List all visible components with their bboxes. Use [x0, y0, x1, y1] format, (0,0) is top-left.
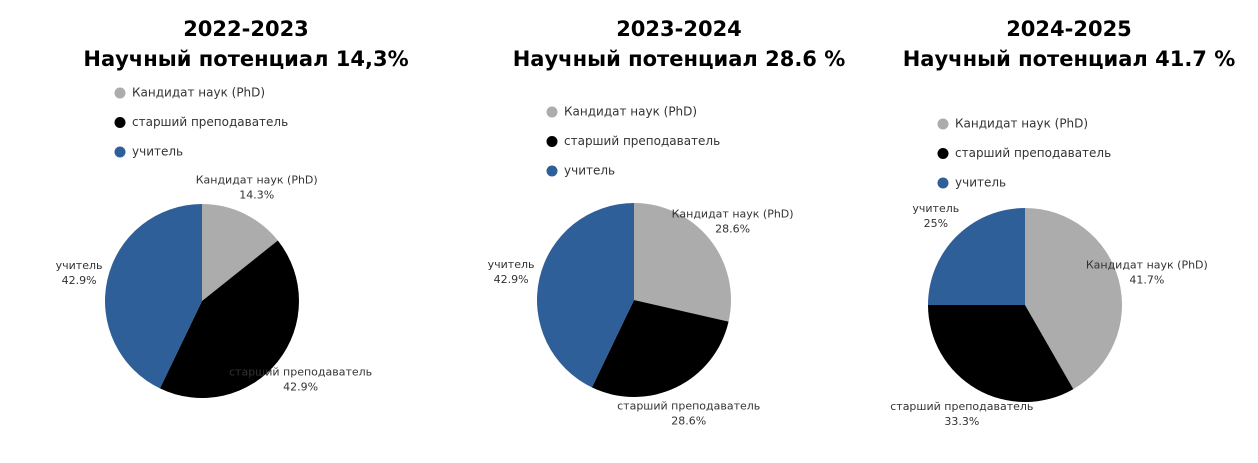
legend-label: Кандидат наук (PhD): [564, 105, 697, 119]
legend-label: старший преподаватель: [955, 146, 1111, 160]
legend-marker: [114, 87, 126, 99]
pie-slice: [202, 204, 278, 301]
slice-value: 33.3%: [944, 415, 979, 428]
slice-value: 28.6%: [671, 415, 706, 428]
slice-label: Кандидат наук (PhD): [1086, 258, 1208, 271]
legend-marker: [937, 118, 949, 130]
chart-subtitle: Научный потенциал 14,3%: [83, 47, 408, 71]
slice-value: 42.9%: [494, 273, 529, 286]
slice-label: Кандидат наук (PhD): [672, 207, 794, 220]
pie-slice: [928, 208, 1025, 305]
chart-title: 2022-2023: [183, 17, 309, 41]
slice-value: 14.3%: [239, 188, 274, 201]
chart-subtitle: Научный потенциал 41.7 %: [903, 47, 1236, 71]
slice-label: старший преподаватель: [617, 400, 760, 413]
legend-label: старший преподаватель: [132, 115, 288, 129]
slice-value: 42.9%: [283, 381, 318, 394]
pie-slice: [537, 203, 634, 388]
chart-title: 2023-2024: [616, 17, 742, 41]
slice-value: 42.9%: [62, 274, 97, 287]
chart-subtitle: Научный потенциал 28.6 %: [513, 47, 846, 71]
slice-value: 25%: [924, 217, 948, 230]
pie-slice: [634, 203, 731, 322]
legend-marker: [546, 165, 558, 177]
legend-label: учитель: [132, 145, 183, 159]
legend-label: учитель: [564, 164, 615, 178]
legend-marker: [546, 106, 558, 118]
pie-slice: [104, 204, 202, 389]
legend-label: Кандидат наук (PhD): [132, 86, 265, 100]
slice-value: 41.7%: [1129, 273, 1164, 286]
chart-title: 2024-2025: [1006, 17, 1132, 41]
legend-label: учитель: [955, 176, 1006, 190]
slice-label: учитель: [912, 202, 959, 215]
legend-marker: [114, 146, 126, 158]
legend-label: старший преподаватель: [564, 134, 720, 148]
pie-slice: [928, 305, 1074, 403]
slice-label: учитель: [488, 258, 535, 271]
pie-slice: [159, 240, 299, 398]
slice-label: старший преподаватель: [229, 366, 372, 379]
slice-label: старший преподаватель: [890, 400, 1033, 413]
legend-marker: [114, 117, 126, 128]
pie-slice: [1025, 207, 1123, 390]
slice-label: Кандидат наук (PhD): [196, 173, 318, 186]
slice-value: 28.6%: [715, 222, 750, 235]
slice-label: учитель: [56, 259, 103, 272]
legend-label: Кандидат наук (PhD): [955, 117, 1088, 131]
pie-slice: [591, 300, 729, 397]
legend-marker: [937, 148, 949, 159]
legend-marker: [546, 136, 558, 147]
legend-marker: [937, 177, 949, 189]
